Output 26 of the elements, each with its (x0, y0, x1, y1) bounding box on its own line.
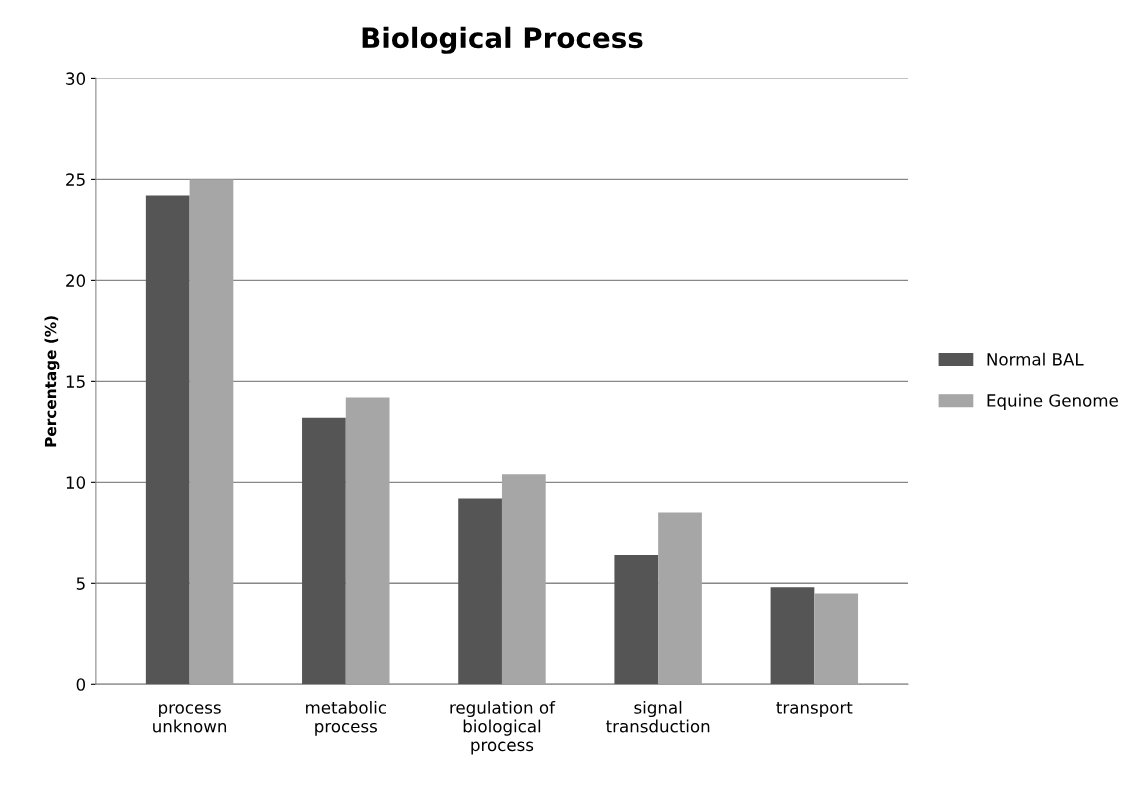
legend-label: Normal BAL (987, 352, 1084, 366)
x-tick-label: metabolic process (306, 700, 386, 736)
bar (145, 195, 190, 685)
legend-label: Equine Genome (987, 393, 1118, 410)
bar (614, 555, 659, 685)
bar (658, 512, 702, 685)
y-tick-label: 20 (66, 274, 86, 287)
bar (302, 417, 346, 685)
x-tick-label: regulation of biological process (450, 700, 556, 755)
x-tick-label: transport (776, 701, 853, 718)
bar (814, 593, 859, 685)
x-tick-label: signal transduction (606, 700, 710, 733)
y-axis-title: Percentage (%) (44, 316, 60, 447)
bar (501, 474, 546, 685)
chart-title: Biological Process (362, 26, 643, 54)
y-tick-label: 25 (66, 173, 85, 186)
y-tick-label: 10 (66, 476, 86, 489)
y-tick-label: 30 (66, 72, 86, 85)
bar (345, 397, 390, 685)
bar (458, 498, 502, 685)
y-tick-label: 5 (76, 577, 85, 590)
bar (770, 587, 815, 685)
y-tick-label: 15 (66, 375, 85, 388)
y-tick-label: 0 (76, 678, 86, 691)
x-tick-label: process unknown (153, 704, 227, 733)
bar (189, 179, 234, 685)
